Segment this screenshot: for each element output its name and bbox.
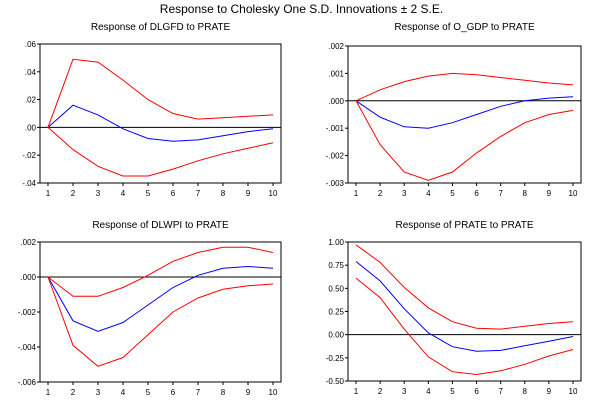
- x-tick-label: 3: [96, 388, 101, 397]
- series-line-upper: [355, 72, 574, 102]
- series-line-upper: [47, 58, 274, 128]
- y-tick-label: 0.75: [328, 261, 344, 270]
- x-tick-label: 7: [498, 189, 503, 198]
- y-tick-label: -.004: [18, 343, 37, 352]
- x-tick-label: 8: [523, 387, 528, 396]
- x-tick-label: 8: [221, 388, 226, 397]
- x-tick-label: 5: [450, 189, 455, 198]
- y-tick-label: .001: [328, 69, 344, 78]
- x-tick-label: 9: [246, 388, 251, 397]
- x-tick-label: 6: [474, 189, 479, 198]
- x-tick-label: 3: [96, 189, 101, 198]
- x-tick-label: 2: [71, 189, 76, 198]
- x-tick-label: 8: [221, 189, 226, 198]
- y-tick-label: -.002: [326, 152, 345, 161]
- x-tick-label: 1: [46, 189, 51, 198]
- x-tick-label: 5: [450, 387, 455, 396]
- x-tick-label: 1: [354, 189, 359, 198]
- x-tick-label: 9: [547, 189, 552, 198]
- x-tick-label: 9: [246, 189, 251, 198]
- y-tick-label: -.003: [326, 179, 345, 188]
- plot-frame: [39, 43, 282, 184]
- x-tick-label: 6: [171, 388, 176, 397]
- chart-title: Response of DLGFD to PRATE: [91, 22, 231, 33]
- chart-panel-4: Response of PRATE to PRATE 1.00 0.75 0.50 0.…: [326, 220, 582, 396]
- y-tick-label: 0.00: [328, 331, 344, 340]
- series-line-response: [47, 265, 274, 332]
- x-tick-label: 4: [426, 189, 431, 198]
- series-line-lower: [355, 277, 574, 376]
- x-tick-label: 7: [498, 387, 503, 396]
- x-tick-label: 7: [196, 388, 201, 397]
- plot-frame: [347, 241, 582, 382]
- series-line-upper: [47, 246, 274, 297]
- series-line-response: [355, 261, 574, 352]
- x-tick-label: 9: [547, 387, 552, 396]
- chart-panel-2: Response of O_GDP to PRATE .002 .001 .000 -.…: [326, 22, 582, 198]
- x-tick-label: 2: [378, 189, 383, 198]
- chart-title: Response of PRATE to PRATE: [395, 220, 533, 231]
- series-line-response: [355, 96, 574, 129]
- y-tick-label: 0.50: [328, 284, 344, 293]
- plot-frame: [347, 45, 582, 184]
- chart-title: Response of DLWPI to PRATE: [92, 220, 229, 231]
- chart-panel-1: Response of DLGFD to PRATE .06 .04 .02 .00 -.…: [22, 22, 282, 198]
- x-tick-label: 10: [569, 387, 578, 396]
- y-tick-label: .06: [25, 40, 37, 49]
- x-tick-label: 1: [354, 387, 359, 396]
- x-tick-label: 10: [269, 388, 278, 397]
- plot-frame: [39, 241, 282, 383]
- chart-title: Response of O_GDP to PRATE: [394, 22, 535, 33]
- series-line-lower: [47, 276, 274, 367]
- y-tick-label: .002: [20, 238, 36, 247]
- y-tick-label: -.006: [18, 378, 37, 387]
- y-tick-label: .002: [328, 42, 344, 51]
- x-tick-label: 8: [523, 189, 528, 198]
- x-tick-label: 10: [569, 189, 578, 198]
- y-tick-label: .00: [25, 123, 37, 132]
- x-tick-label: 4: [426, 387, 431, 396]
- y-tick-label: .000: [20, 273, 36, 282]
- y-tick-label: 1.00: [328, 238, 344, 247]
- x-tick-label: 4: [121, 388, 126, 397]
- y-tick-label: -0.50: [326, 377, 345, 386]
- x-tick-label: 3: [402, 387, 407, 396]
- y-tick-label: 0.25: [328, 308, 344, 317]
- chart-panel-3: Response of DLWPI to PRATE .002 .000 -.002 -…: [18, 220, 282, 397]
- x-tick-label: 5: [146, 388, 151, 397]
- x-tick-label: 4: [121, 189, 126, 198]
- y-tick-label: -.02: [22, 151, 36, 160]
- x-tick-label: 2: [71, 388, 76, 397]
- x-tick-label: 7: [196, 189, 201, 198]
- series-line-lower: [355, 100, 574, 181]
- x-tick-label: 6: [474, 387, 479, 396]
- y-tick-label: .000: [328, 97, 344, 106]
- y-tick-label: -.04: [22, 179, 36, 188]
- figure-title: Response to Cholesky One S.D. Innovation…: [159, 2, 444, 16]
- x-tick-label: 10: [269, 189, 278, 198]
- x-tick-label: 6: [171, 189, 176, 198]
- series-line-lower: [47, 127, 274, 177]
- x-tick-label: 3: [402, 189, 407, 198]
- x-tick-label: 2: [378, 387, 383, 396]
- y-tick-label: -0.25: [326, 354, 345, 363]
- y-tick-label: .04: [25, 68, 37, 77]
- x-tick-label: 5: [146, 189, 151, 198]
- series-line-response: [47, 104, 274, 142]
- y-tick-label: -.001: [326, 124, 345, 133]
- x-tick-label: 1: [46, 388, 51, 397]
- y-tick-label: .02: [25, 96, 37, 105]
- y-tick-label: -.002: [18, 308, 37, 317]
- series-line-upper: [355, 244, 574, 330]
